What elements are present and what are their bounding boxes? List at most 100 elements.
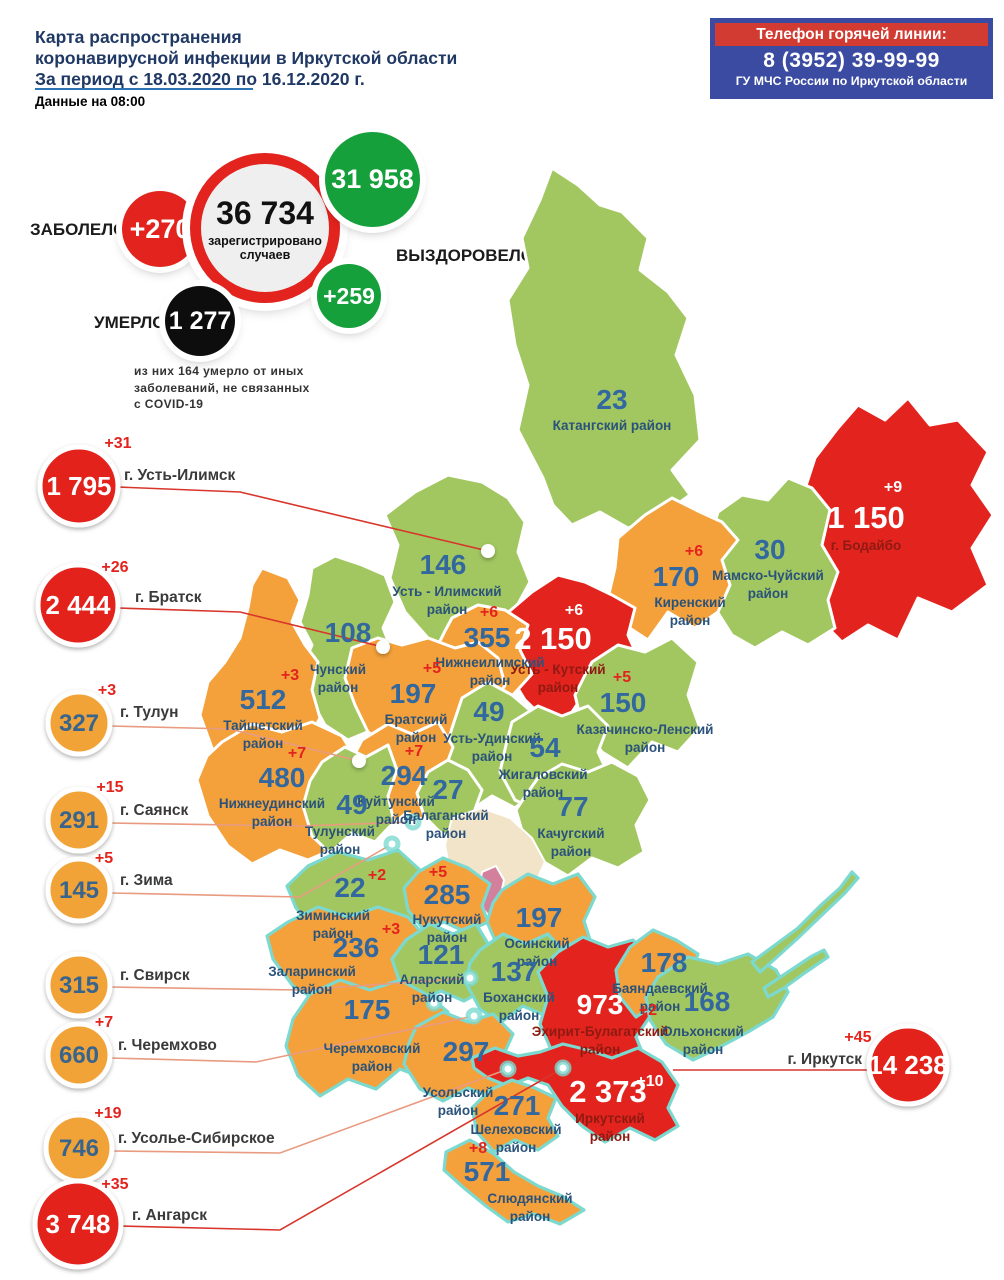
region-delta: +5	[423, 660, 441, 677]
city-marker-dot	[383, 835, 401, 853]
city-delta: +26	[101, 559, 128, 576]
city-value: 14 238	[868, 1050, 948, 1080]
region-name: Усть-Удинский	[443, 731, 541, 746]
region-delta: +2	[639, 1002, 657, 1019]
region-name: Черемховский	[324, 1041, 421, 1056]
region-value: 170	[653, 561, 700, 592]
region-value: 168	[684, 986, 731, 1017]
city-label: г. Свирск	[120, 967, 190, 984]
region-name: Катангский район	[553, 418, 672, 433]
region-name: Нижнеилимский	[435, 655, 544, 670]
died-note-line-2: заболеваний, не связанных	[134, 380, 310, 395]
region-irkutsky	[470, 1042, 680, 1144]
region-value: 480	[259, 762, 306, 793]
city-value: 660	[59, 1042, 99, 1069]
region-value: 137	[491, 956, 538, 987]
region-name: Усольский	[423, 1085, 494, 1100]
region-value: 108	[325, 617, 372, 648]
title-line-1: Карта распространения	[35, 27, 242, 47]
region-name: Эхирит-Булагатский	[532, 1024, 668, 1039]
hotline-phone-number: 8 (3952) 39-99-99	[763, 49, 940, 72]
region-delta: +5	[613, 669, 631, 686]
region-kazachinsko-lensky	[573, 636, 702, 770]
region-value: 2 373	[569, 1074, 647, 1109]
city-label: г. Саянск	[120, 802, 189, 819]
died-note-line-1: из них 164 умерло от иных	[134, 364, 304, 378]
region-slyudyansky	[442, 1138, 586, 1226]
region-name: Усть - Илимский	[392, 584, 501, 599]
city-label: г. Тулун	[120, 704, 178, 721]
region-name: Осинский	[504, 936, 569, 951]
callout-line-sayansk	[109, 821, 414, 827]
city-delta: +19	[94, 1105, 121, 1122]
region-value: 571	[464, 1156, 511, 1187]
region-katangsky	[506, 166, 702, 530]
city-delta: +45	[844, 1029, 871, 1046]
hotline-org: ГУ МЧС России по Иркутской области	[735, 74, 968, 88]
city-delta: +3	[98, 682, 116, 699]
city-value: 1 795	[46, 471, 111, 501]
city-delta: +31	[104, 435, 131, 452]
city-value: 145	[59, 877, 99, 904]
total-caption-line-1: зарегистрировано	[208, 233, 322, 248]
region-name: Усть - Кутский	[510, 662, 605, 677]
region-value: 197	[516, 902, 563, 933]
region-value: 49	[336, 789, 367, 820]
region-delta: +7	[288, 745, 306, 762]
region-delta: +5	[429, 864, 447, 881]
infected-delta-value: +270	[129, 213, 191, 244]
region-value: 1 150	[827, 500, 905, 535]
region-name: Братский	[385, 712, 448, 727]
svg-text:Катангский район: Катангский район	[553, 418, 672, 433]
callout-line-bratsk	[117, 607, 384, 648]
region-value: 49	[473, 696, 504, 727]
city-marker-dot	[376, 640, 390, 654]
region-delta: +7	[405, 743, 423, 760]
region-name: Заларинский	[268, 964, 356, 979]
region-name: Мамско-Чуйский	[712, 568, 824, 583]
died-label: УМЕРЛО	[94, 313, 166, 332]
recovered-value: 31 958	[331, 164, 414, 194]
region-name: Жигаловский	[497, 767, 587, 782]
region-delta: +6	[565, 602, 583, 619]
region-name: Качугский	[537, 826, 604, 841]
city-delta: +7	[95, 1014, 113, 1031]
callout-line-zima	[109, 843, 393, 898]
city-label: г. Иркутск	[788, 1051, 863, 1068]
region-delta: +9	[884, 479, 902, 496]
city-delta: +15	[96, 779, 123, 796]
svg-text:г. Бодайбо: г. Бодайбо	[831, 538, 902, 553]
region-value: 297	[443, 1036, 490, 1067]
hotline-box: Телефон горячей линии: 8 (3952) 39-99-99…	[710, 18, 993, 99]
region-name: Тайшетский	[223, 718, 303, 733]
page-title: Карта распространения коронавирусной инф…	[35, 27, 457, 90]
city-label: г. Ангарск	[132, 1207, 207, 1224]
data-as-of-note: Данные на 08:00	[35, 94, 146, 109]
region-name: Иркутский	[575, 1111, 645, 1126]
region-value: 294	[381, 760, 428, 791]
region-value: 271	[494, 1090, 541, 1121]
callout-line-usolye	[111, 1068, 509, 1154]
hotline-label: Телефон горячей линии:	[715, 23, 988, 46]
region-olkhonsky	[644, 952, 790, 1062]
city-marker-dot	[425, 994, 443, 1012]
